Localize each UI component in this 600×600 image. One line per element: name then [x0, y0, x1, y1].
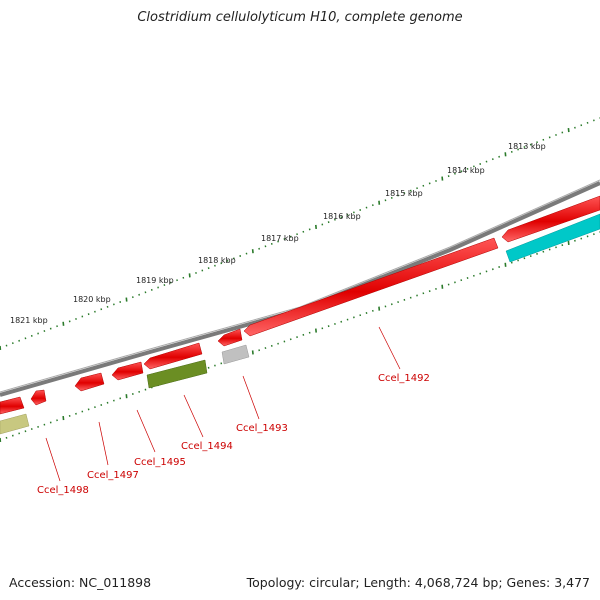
gene-feature-ccel-1496[interactable]: [111, 361, 144, 381]
gene-feature-ccel-1497[interactable]: [74, 372, 105, 392]
gene-feature-ccel-1491[interactable]: [501, 195, 600, 243]
map-title: Clostridium cellulolyticum H10, complete…: [137, 10, 463, 25]
ruler-inner: [0, 231, 600, 443]
other-feature-khaki[interactable]: [0, 413, 30, 435]
leader-lines: [45, 326, 401, 482]
ruler-label-1820: 1820 kbp: [73, 295, 111, 304]
gene-label-ccel-1493[interactable]: Ccel_1493: [236, 423, 288, 434]
genome-backbone-highlight: [0, 179, 600, 393]
ruler-label-1815: 1815 kbp: [385, 189, 423, 198]
gene-feature-ccel-1493[interactable]: [217, 328, 243, 347]
misc-feature-green[interactable]: [146, 359, 208, 389]
gene-label-ccel-1492[interactable]: Ccel_1492: [378, 373, 430, 384]
gene-label-ccel-1498[interactable]: Ccel_1498: [37, 485, 89, 496]
ruler-outer: [0, 117, 600, 351]
ruler-label-1818: 1818 kbp: [198, 256, 236, 265]
gene-label-ccel-1494[interactable]: Ccel_1494: [181, 441, 233, 452]
rna-feature-cyan[interactable]: [505, 213, 600, 263]
pseudo-feature-gray[interactable]: [221, 344, 250, 365]
gene-feature-ccel-1492[interactable]: [243, 237, 499, 337]
ruler-label-1819: 1819 kbp: [136, 276, 174, 285]
gene-label-ccel-1495[interactable]: Ccel_1495: [134, 457, 186, 468]
gene-feature-ccel-1498[interactable]: [30, 389, 47, 406]
ruler-label-1817: 1817 kbp: [261, 234, 299, 243]
accession-text: Accession: NC_011898: [9, 575, 152, 590]
ruler-label-1821: 1821 kbp: [10, 316, 48, 325]
genome-backbone: [0, 181, 600, 397]
ruler-label-1813: 1813 kbp: [508, 142, 546, 151]
gene-label-ccel-1497[interactable]: Ccel_1497: [87, 470, 139, 481]
gene-feature-ccel-1499[interactable]: [0, 396, 25, 415]
ruler-label-1814: 1814 kbp: [447, 166, 485, 175]
gene-feature-ccel-1495[interactable]: [143, 342, 203, 370]
genome-summary-text: Topology: circular; Length: 4,068,724 bp…: [246, 575, 590, 590]
ruler-label-1816: 1816 kbp: [323, 212, 361, 221]
